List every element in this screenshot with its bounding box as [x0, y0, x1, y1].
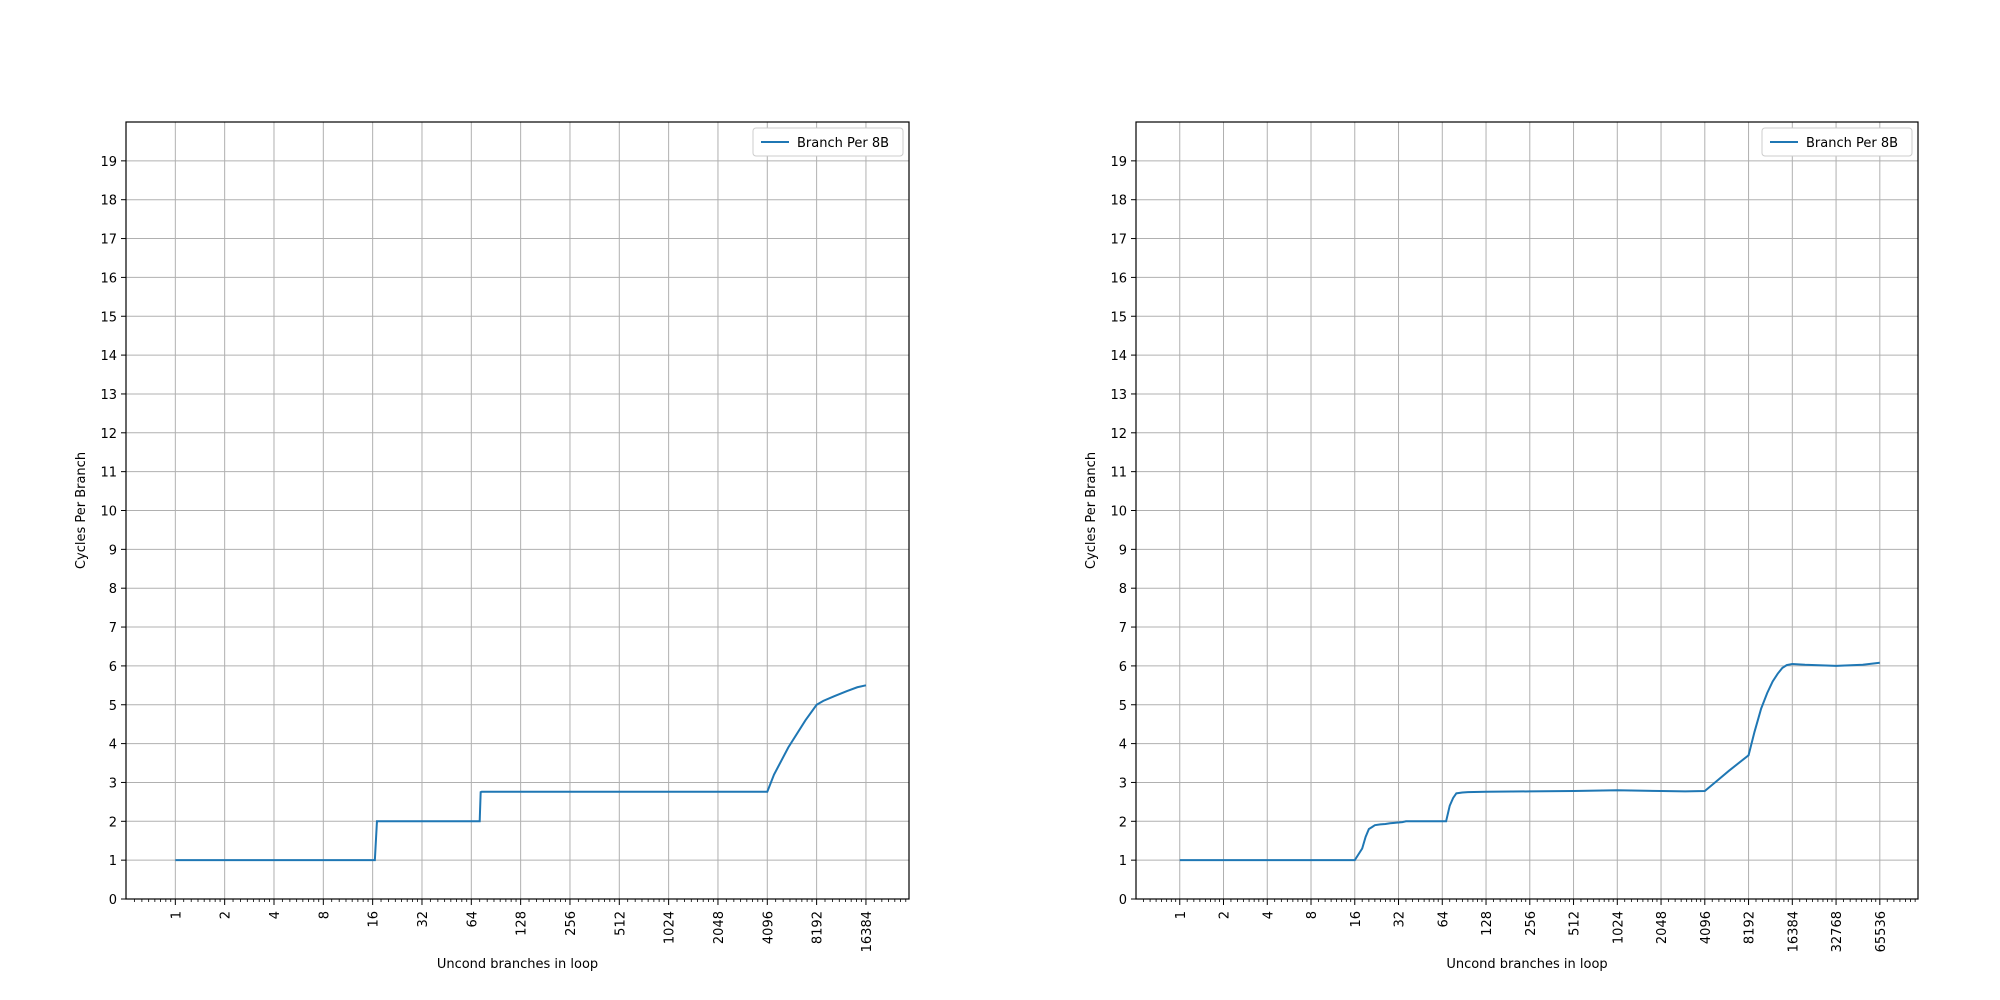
- chart-left: 1 2 4 8 16 32 64 128 256 512 1024 2048 4096 8192 16384…: [74, 121, 910, 972]
- y-tick-label: 18: [100, 194, 117, 209]
- y-tick-label: 15: [100, 310, 117, 325]
- y-tick-label: 4: [109, 738, 117, 753]
- x-tick-label: 1024: [1611, 911, 1626, 944]
- x-tick-label: 32: [416, 911, 431, 928]
- x-tick-label: 2048: [1655, 911, 1670, 944]
- x-tick-label: 8192: [1743, 911, 1758, 944]
- y-tick-label: 10: [100, 505, 117, 520]
- y-tick-label: 11: [100, 466, 117, 481]
- y-tick-label: 19: [1110, 155, 1127, 170]
- y-tick-label: 2: [109, 815, 117, 830]
- plot-frame-right: [1135, 121, 1919, 900]
- y-tick-label: 17: [100, 233, 117, 248]
- x-tick-label: 1: [1174, 911, 1189, 919]
- x-tick-label: 8: [317, 911, 332, 919]
- x-ticks-right: 1 2 4 8 16 32 64 128 256 512 1024 2048 4096 8192 16384…: [1174, 899, 1889, 952]
- legend-left: Branch Per 8B: [752, 127, 904, 157]
- x-axis-label: Uncond branches in loop: [437, 957, 598, 972]
- y-tick-label: 16: [1110, 271, 1127, 286]
- legend-right: Branch Per 8B: [1761, 127, 1913, 157]
- x-tick-label: 4: [1261, 911, 1276, 919]
- x-tick-label: 8192: [811, 911, 826, 944]
- x-tick-label: 256: [564, 911, 579, 936]
- y-tick-label: 11: [1110, 466, 1127, 481]
- y-tick-label: 16: [100, 271, 117, 286]
- y-tick-label: 2: [1119, 815, 1127, 830]
- x-axis-label: Uncond branches in loop: [1446, 957, 1607, 972]
- legend-entry-branch-per-8b: Branch Per 8B: [797, 136, 889, 151]
- chart-right: 1 2 4 8 16 32 64 128 256 512 1024 2048 4096 8192 16384…: [1084, 121, 1919, 972]
- y-tick-label: 8: [1119, 582, 1127, 597]
- legend-box: [752, 127, 904, 157]
- y-axis-label: Cycles Per Branch: [74, 452, 89, 569]
- legend-entry-branch-per-8b: Branch Per 8B: [1806, 136, 1898, 151]
- x-tick-label: 64: [1436, 911, 1451, 928]
- y-tick-label: 6: [1119, 660, 1127, 675]
- y-tick-label: 15: [1110, 310, 1127, 325]
- x-tick-label: 16: [367, 911, 382, 928]
- x-tick-label: 1024: [663, 911, 678, 944]
- y-tick-label: 9: [109, 543, 117, 558]
- y-tick-label: 7: [1119, 621, 1127, 636]
- y-tick-label: 0: [109, 893, 117, 908]
- y-tick-label: 4: [1119, 738, 1127, 753]
- y-tick-label: 0: [1119, 893, 1127, 908]
- x-tick-label: 128: [515, 911, 530, 936]
- y-tick-label: 5: [109, 699, 117, 714]
- y-tick-label: 1: [1119, 854, 1127, 869]
- y-tick-label: 18: [1110, 194, 1127, 209]
- series-line-branch-per-8b: [175, 684, 867, 862]
- y-tick-label: 9: [1119, 543, 1127, 558]
- x-ticks-left: 1 2 4 8 16 32 64 128 256 512 1024 2048 4096 8192 16384: [169, 899, 875, 952]
- x-tick-label: 16384: [860, 911, 875, 952]
- x-tick-label: 128: [1480, 911, 1495, 936]
- y-tick-label: 14: [100, 349, 117, 364]
- y-tick-label: 12: [100, 427, 117, 442]
- y-tick-label: 19: [100, 155, 117, 170]
- y-tick-label: 13: [100, 388, 117, 403]
- x-tick-label: 256: [1524, 911, 1539, 936]
- x-tick-label: 65536: [1874, 911, 1889, 952]
- x-tick-label: 8: [1305, 911, 1320, 919]
- y-tick-label: 3: [1119, 776, 1127, 791]
- plot-frame-left: [125, 121, 910, 900]
- grid-left: [126, 122, 909, 900]
- x-tick-label: 512: [1568, 911, 1583, 936]
- y-tick-label: 1: [109, 854, 117, 869]
- y-tick-label: 5: [1119, 699, 1127, 714]
- x-tick-label: 4: [268, 911, 283, 919]
- x-tick-label: 4096: [761, 911, 776, 944]
- x-tick-label: 512: [613, 911, 628, 936]
- legend-box: [1761, 127, 1913, 157]
- y-tick-label: 17: [1110, 233, 1127, 248]
- x-tick-label: 32768: [1830, 911, 1845, 952]
- x-tick-label: 4096: [1699, 911, 1714, 944]
- y-tick-label: 3: [109, 776, 117, 791]
- y-tick-label: 10: [1110, 505, 1127, 520]
- x-tick-label: 64: [465, 911, 480, 928]
- x-tick-label: 2: [219, 911, 234, 919]
- y-tick-label: 6: [109, 660, 117, 675]
- x-tick-label: 2048: [712, 911, 727, 944]
- x-tick-label: 1: [169, 911, 184, 919]
- y-axis-label: Cycles Per Branch: [1084, 452, 1099, 569]
- y-tick-label: 13: [1110, 388, 1127, 403]
- series-line-branch-per-8b: [1179, 661, 1880, 862]
- y-tick-label: 8: [109, 582, 117, 597]
- y-tick-label: 12: [1110, 427, 1127, 442]
- x-tick-label: 16: [1349, 911, 1364, 928]
- x-tick-label: 16384: [1786, 911, 1801, 952]
- y-tick-label: 14: [1110, 349, 1127, 364]
- y-tick-label: 7: [109, 621, 117, 636]
- x-tick-label: 32: [1393, 911, 1408, 928]
- x-tick-label: 2: [1218, 911, 1233, 919]
- grid-right: [1136, 122, 1918, 900]
